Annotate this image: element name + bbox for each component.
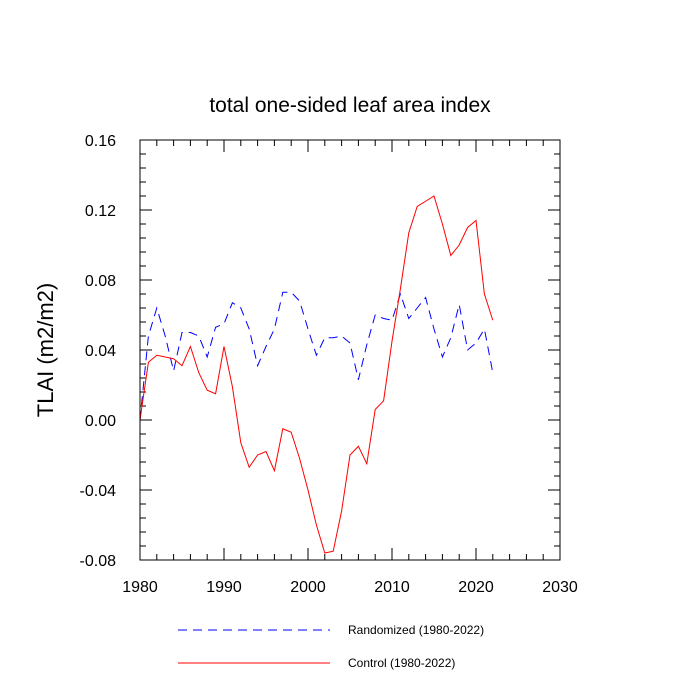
x-tick-label: 2010: [374, 579, 410, 596]
x-tick-label: 1990: [206, 579, 242, 596]
axis-ticks: [139, 139, 561, 561]
series-line-randomized: [139, 291, 494, 421]
x-tick-labels: 1980 1990 2000 2010 2020 2030: [122, 579, 578, 596]
y-tick-label: -0.08: [80, 553, 117, 570]
y-tick-label: -0.04: [80, 483, 117, 500]
x-tick-label: 2000: [290, 579, 326, 596]
plot-frame: [139, 139, 561, 561]
y-tick-label: 0.00: [85, 413, 116, 430]
y-axis-label: TLAI (m2/m2): [33, 283, 58, 417]
y-tick-label: 0.04: [85, 343, 116, 360]
legend-label-randomized: Randomized (1980-2022): [348, 623, 484, 637]
x-tick-label: 1980: [122, 579, 158, 596]
y-tick-label: 0.16: [85, 133, 116, 150]
series-layer: [139, 195, 494, 554]
y-tick-labels: -0.08 -0.04 0.00 0.04 0.08 0.12 0.16: [80, 133, 117, 570]
y-tick-label: 0.12: [85, 203, 116, 220]
legend: Randomized (1980-2022) Control (1980-2022…: [178, 623, 484, 670]
chart-title: total one-sided leaf area index: [209, 94, 491, 117]
x-tick-label: 2030: [542, 579, 578, 596]
y-tick-label: 0.08: [85, 273, 116, 290]
legend-label-control: Control (1980-2022): [348, 656, 455, 670]
x-tick-label: 2020: [458, 579, 494, 596]
series-line-control: [139, 195, 494, 554]
